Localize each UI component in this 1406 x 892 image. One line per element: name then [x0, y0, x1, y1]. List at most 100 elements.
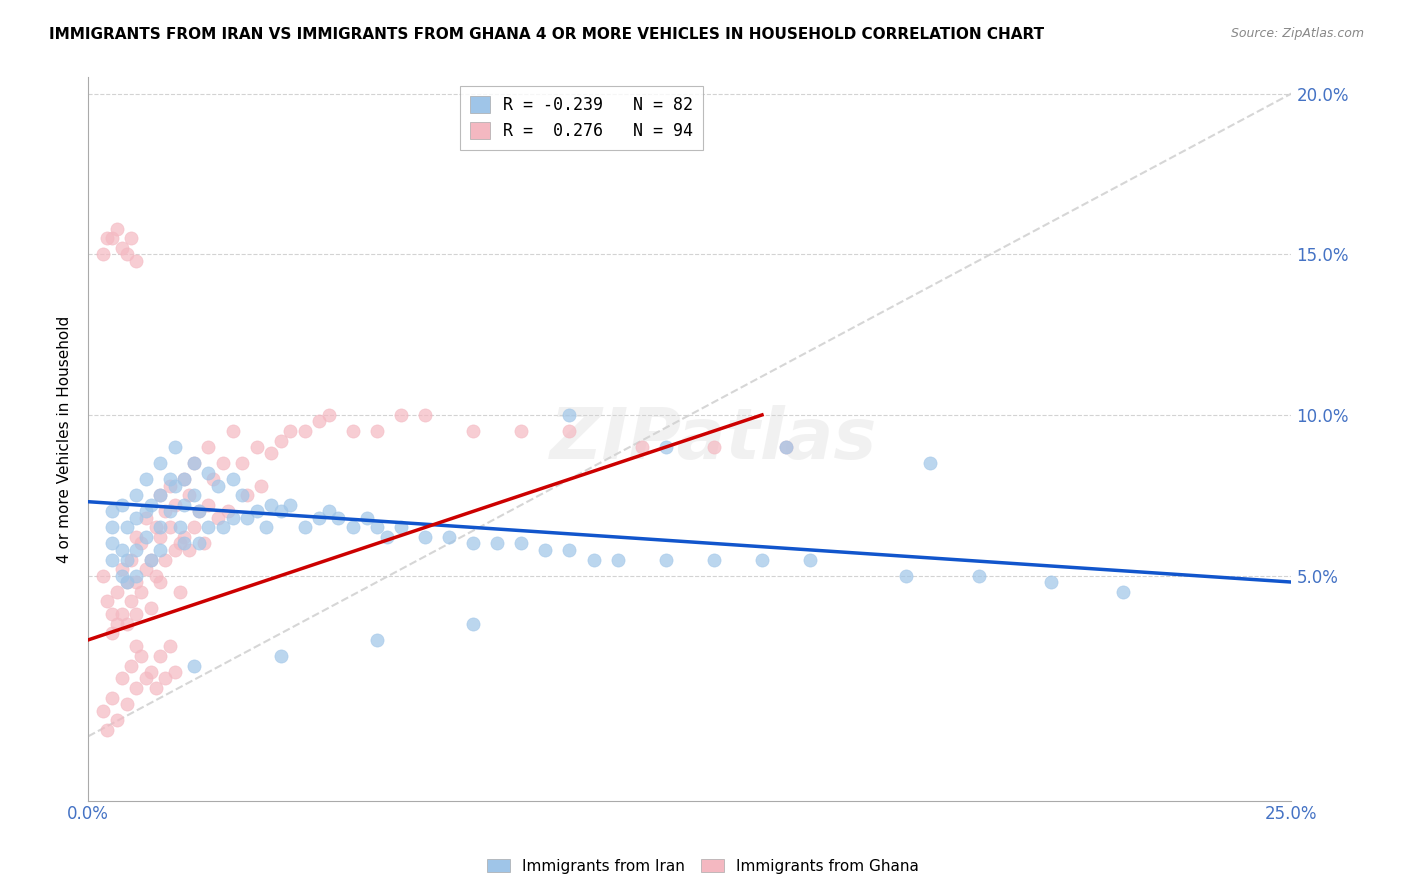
Point	[129, 584, 152, 599]
Point	[703, 552, 725, 566]
Point	[96, 723, 118, 737]
Point	[121, 594, 143, 608]
Point	[207, 478, 229, 492]
Point	[703, 440, 725, 454]
Point	[101, 504, 124, 518]
Point	[139, 552, 162, 566]
Point	[135, 530, 157, 544]
Point	[145, 681, 167, 695]
Point	[236, 510, 259, 524]
Point	[135, 510, 157, 524]
Point	[125, 253, 148, 268]
Point	[163, 665, 186, 679]
Point	[183, 488, 205, 502]
Legend: Immigrants from Iran, Immigrants from Ghana: Immigrants from Iran, Immigrants from Gh…	[481, 853, 925, 880]
Point	[91, 704, 114, 718]
Point	[169, 536, 191, 550]
Point	[221, 510, 243, 524]
Point	[115, 552, 138, 566]
Point	[775, 440, 797, 454]
Point	[159, 640, 181, 654]
Point	[375, 530, 398, 544]
Point	[139, 665, 162, 679]
Point	[183, 658, 205, 673]
Point	[145, 520, 167, 534]
Point	[125, 607, 148, 622]
Point	[149, 456, 172, 470]
Point	[270, 648, 292, 663]
Point	[121, 552, 143, 566]
Point	[212, 456, 235, 470]
Point	[212, 520, 235, 534]
Point	[153, 672, 176, 686]
Point	[125, 542, 148, 557]
Point	[197, 440, 219, 454]
Point	[149, 488, 172, 502]
Point	[217, 504, 239, 518]
Point	[159, 478, 181, 492]
Point	[145, 568, 167, 582]
Point	[207, 510, 229, 524]
Point	[163, 498, 186, 512]
Point	[101, 520, 124, 534]
Point	[260, 498, 283, 512]
Point	[183, 456, 205, 470]
Point	[486, 536, 509, 550]
Point	[278, 424, 301, 438]
Point	[775, 440, 797, 454]
Point	[125, 530, 148, 544]
Point	[163, 440, 186, 454]
Point	[318, 504, 340, 518]
Legend: R = -0.239   N = 82, R =  0.276   N = 94: R = -0.239 N = 82, R = 0.276 N = 94	[460, 86, 703, 151]
Point	[270, 504, 292, 518]
Point	[139, 600, 162, 615]
Point	[129, 648, 152, 663]
Point	[1039, 575, 1062, 590]
Point	[413, 408, 436, 422]
Point	[183, 520, 205, 534]
Point	[389, 520, 412, 534]
Point	[246, 440, 269, 454]
Point	[121, 658, 143, 673]
Point	[115, 247, 138, 261]
Point	[463, 536, 485, 550]
Point	[250, 478, 273, 492]
Point	[221, 424, 243, 438]
Point	[153, 552, 176, 566]
Point	[135, 672, 157, 686]
Point	[510, 424, 533, 438]
Point	[173, 498, 195, 512]
Point	[920, 456, 942, 470]
Point	[254, 520, 277, 534]
Point	[105, 713, 128, 727]
Text: ZIPatlas: ZIPatlas	[550, 405, 877, 474]
Point	[149, 530, 172, 544]
Point	[101, 231, 124, 245]
Point	[91, 568, 114, 582]
Point	[153, 504, 176, 518]
Point	[967, 568, 990, 582]
Point	[173, 530, 195, 544]
Point	[111, 607, 134, 622]
Point	[125, 510, 148, 524]
Point	[96, 594, 118, 608]
Point	[389, 408, 412, 422]
Point	[278, 498, 301, 512]
Point	[413, 530, 436, 544]
Point	[260, 446, 283, 460]
Point	[159, 504, 181, 518]
Point	[96, 231, 118, 245]
Point	[751, 552, 773, 566]
Point	[125, 640, 148, 654]
Point	[294, 520, 316, 534]
Point	[463, 616, 485, 631]
Point	[308, 510, 330, 524]
Point	[197, 498, 219, 512]
Point	[121, 231, 143, 245]
Point	[236, 488, 259, 502]
Point	[111, 568, 134, 582]
Point	[111, 241, 134, 255]
Point	[179, 488, 201, 502]
Point	[202, 472, 225, 486]
Text: Source: ZipAtlas.com: Source: ZipAtlas.com	[1230, 27, 1364, 40]
